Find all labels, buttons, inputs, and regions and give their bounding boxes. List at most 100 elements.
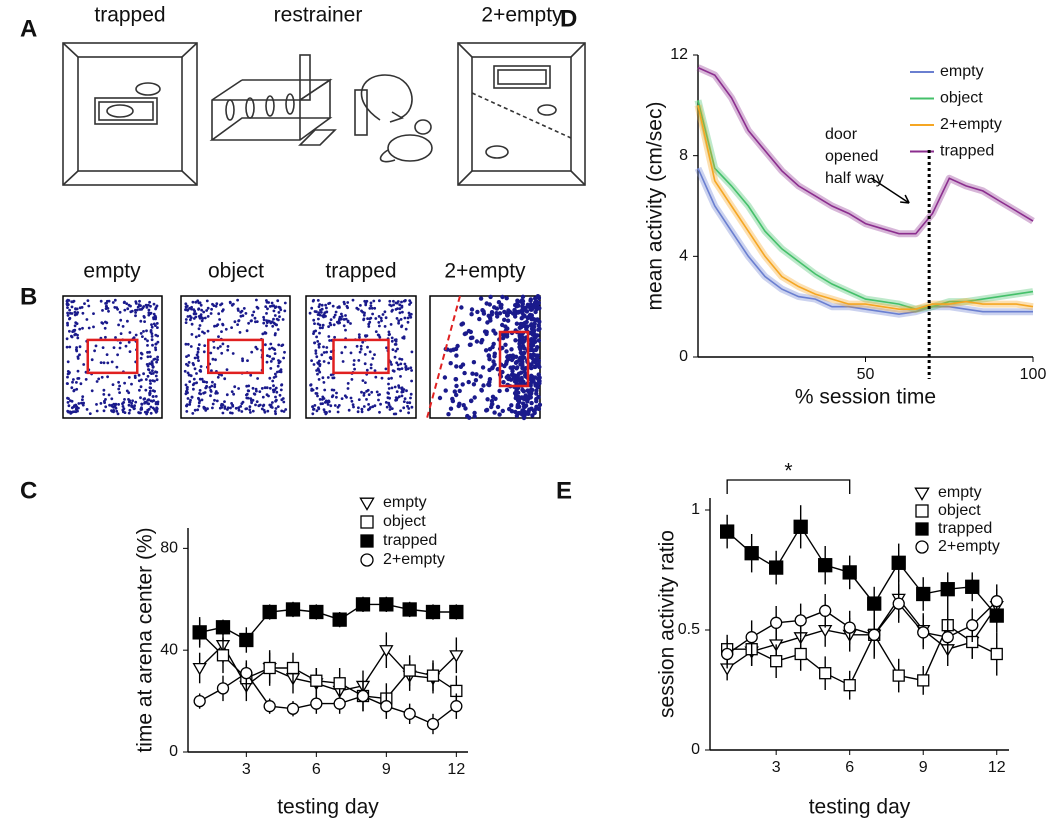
track-dot bbox=[315, 392, 319, 395]
track-dot bbox=[505, 354, 511, 359]
track-dot bbox=[104, 405, 108, 409]
track-dot bbox=[409, 312, 413, 316]
track-dot bbox=[74, 307, 78, 311]
track-dot bbox=[320, 353, 324, 357]
track-dot bbox=[245, 329, 249, 333]
track-dot bbox=[142, 305, 146, 308]
track-dot bbox=[228, 300, 232, 304]
track-dot bbox=[442, 375, 448, 380]
annotation: door bbox=[825, 126, 858, 143]
track-dot bbox=[362, 313, 366, 317]
track-dot bbox=[370, 390, 374, 394]
track-dot bbox=[72, 389, 76, 393]
track-dot bbox=[248, 405, 252, 409]
condition-label: trapped bbox=[94, 4, 165, 27]
track-dot bbox=[65, 302, 69, 306]
track-dot bbox=[142, 397, 146, 401]
center-zone bbox=[332, 338, 390, 375]
track-dot bbox=[481, 311, 487, 316]
track-dot bbox=[534, 406, 539, 411]
track-dot bbox=[399, 362, 403, 366]
data-point bbox=[769, 560, 784, 575]
track-dot bbox=[365, 398, 368, 401]
track-dot bbox=[453, 377, 458, 382]
track-dot bbox=[70, 386, 74, 390]
track-dot bbox=[225, 393, 229, 397]
track-dot bbox=[329, 404, 333, 408]
track-dot bbox=[509, 403, 514, 408]
data-point bbox=[449, 650, 464, 663]
x-tick-label: 100 bbox=[1020, 366, 1047, 383]
track-dot bbox=[495, 314, 500, 319]
track-dot bbox=[66, 409, 70, 413]
track-dot bbox=[316, 372, 319, 376]
track-dot bbox=[404, 327, 408, 331]
track-dot bbox=[397, 321, 400, 325]
track-dot bbox=[148, 389, 152, 393]
track-dot bbox=[387, 382, 390, 386]
track-dot bbox=[394, 412, 398, 416]
track-dot bbox=[134, 314, 137, 318]
data-point bbox=[818, 558, 833, 573]
track-dot bbox=[99, 402, 103, 405]
track-dot bbox=[363, 311, 366, 315]
track-dot bbox=[343, 345, 347, 349]
series-line bbox=[697, 66, 1034, 235]
track-dot bbox=[393, 343, 397, 346]
track-dot bbox=[327, 400, 331, 404]
track-dot bbox=[512, 307, 517, 313]
track-dot bbox=[504, 296, 509, 301]
track-dot bbox=[320, 311, 323, 314]
track-dot bbox=[127, 303, 131, 307]
track-dot bbox=[276, 370, 279, 374]
track-dot bbox=[368, 350, 372, 354]
track-dot bbox=[489, 398, 495, 404]
track-dot bbox=[312, 318, 316, 322]
track-dot bbox=[68, 329, 71, 333]
track-dot bbox=[215, 399, 219, 403]
track-dot bbox=[192, 387, 195, 391]
track-dot bbox=[66, 370, 70, 373]
track-dot bbox=[400, 394, 404, 398]
track-dot bbox=[322, 351, 326, 354]
track-dot bbox=[530, 343, 535, 348]
track-dot bbox=[488, 294, 493, 300]
track-dot bbox=[470, 371, 475, 376]
track-dot bbox=[100, 321, 104, 324]
track-dot bbox=[398, 307, 402, 311]
track-dot bbox=[81, 403, 85, 407]
track-dot bbox=[396, 367, 400, 371]
x-tick-label: 50 bbox=[857, 366, 875, 383]
arena-drawing bbox=[457, 42, 586, 186]
track-dot bbox=[503, 342, 508, 347]
track-dot bbox=[492, 410, 497, 415]
track-dot bbox=[374, 375, 378, 379]
track-dot bbox=[377, 321, 381, 324]
x-axis-label: testing day bbox=[809, 796, 911, 819]
track-dot bbox=[268, 305, 272, 308]
track-dot bbox=[190, 322, 194, 326]
track-dot bbox=[200, 398, 204, 402]
track-dot bbox=[127, 376, 131, 379]
track-dot bbox=[363, 362, 367, 366]
center-zone bbox=[86, 338, 139, 375]
legend-label: trapped bbox=[383, 532, 437, 549]
track-dot bbox=[187, 361, 191, 364]
track-dot bbox=[250, 401, 254, 405]
track-dot bbox=[205, 384, 209, 388]
track-dot bbox=[186, 371, 190, 375]
track-dot bbox=[381, 313, 385, 316]
track-dot bbox=[351, 298, 355, 302]
track-dot bbox=[139, 396, 142, 400]
track-dot bbox=[513, 409, 518, 415]
legend-marker bbox=[360, 534, 374, 548]
track-dot bbox=[206, 315, 210, 318]
y-tick-label: 0 bbox=[679, 348, 688, 365]
track-dot bbox=[237, 408, 241, 412]
track-dot bbox=[466, 328, 472, 334]
track-dot bbox=[249, 411, 252, 414]
track-dot bbox=[190, 395, 194, 399]
track-dot bbox=[404, 365, 408, 368]
track-dot bbox=[363, 353, 367, 356]
track-dot bbox=[75, 381, 78, 384]
